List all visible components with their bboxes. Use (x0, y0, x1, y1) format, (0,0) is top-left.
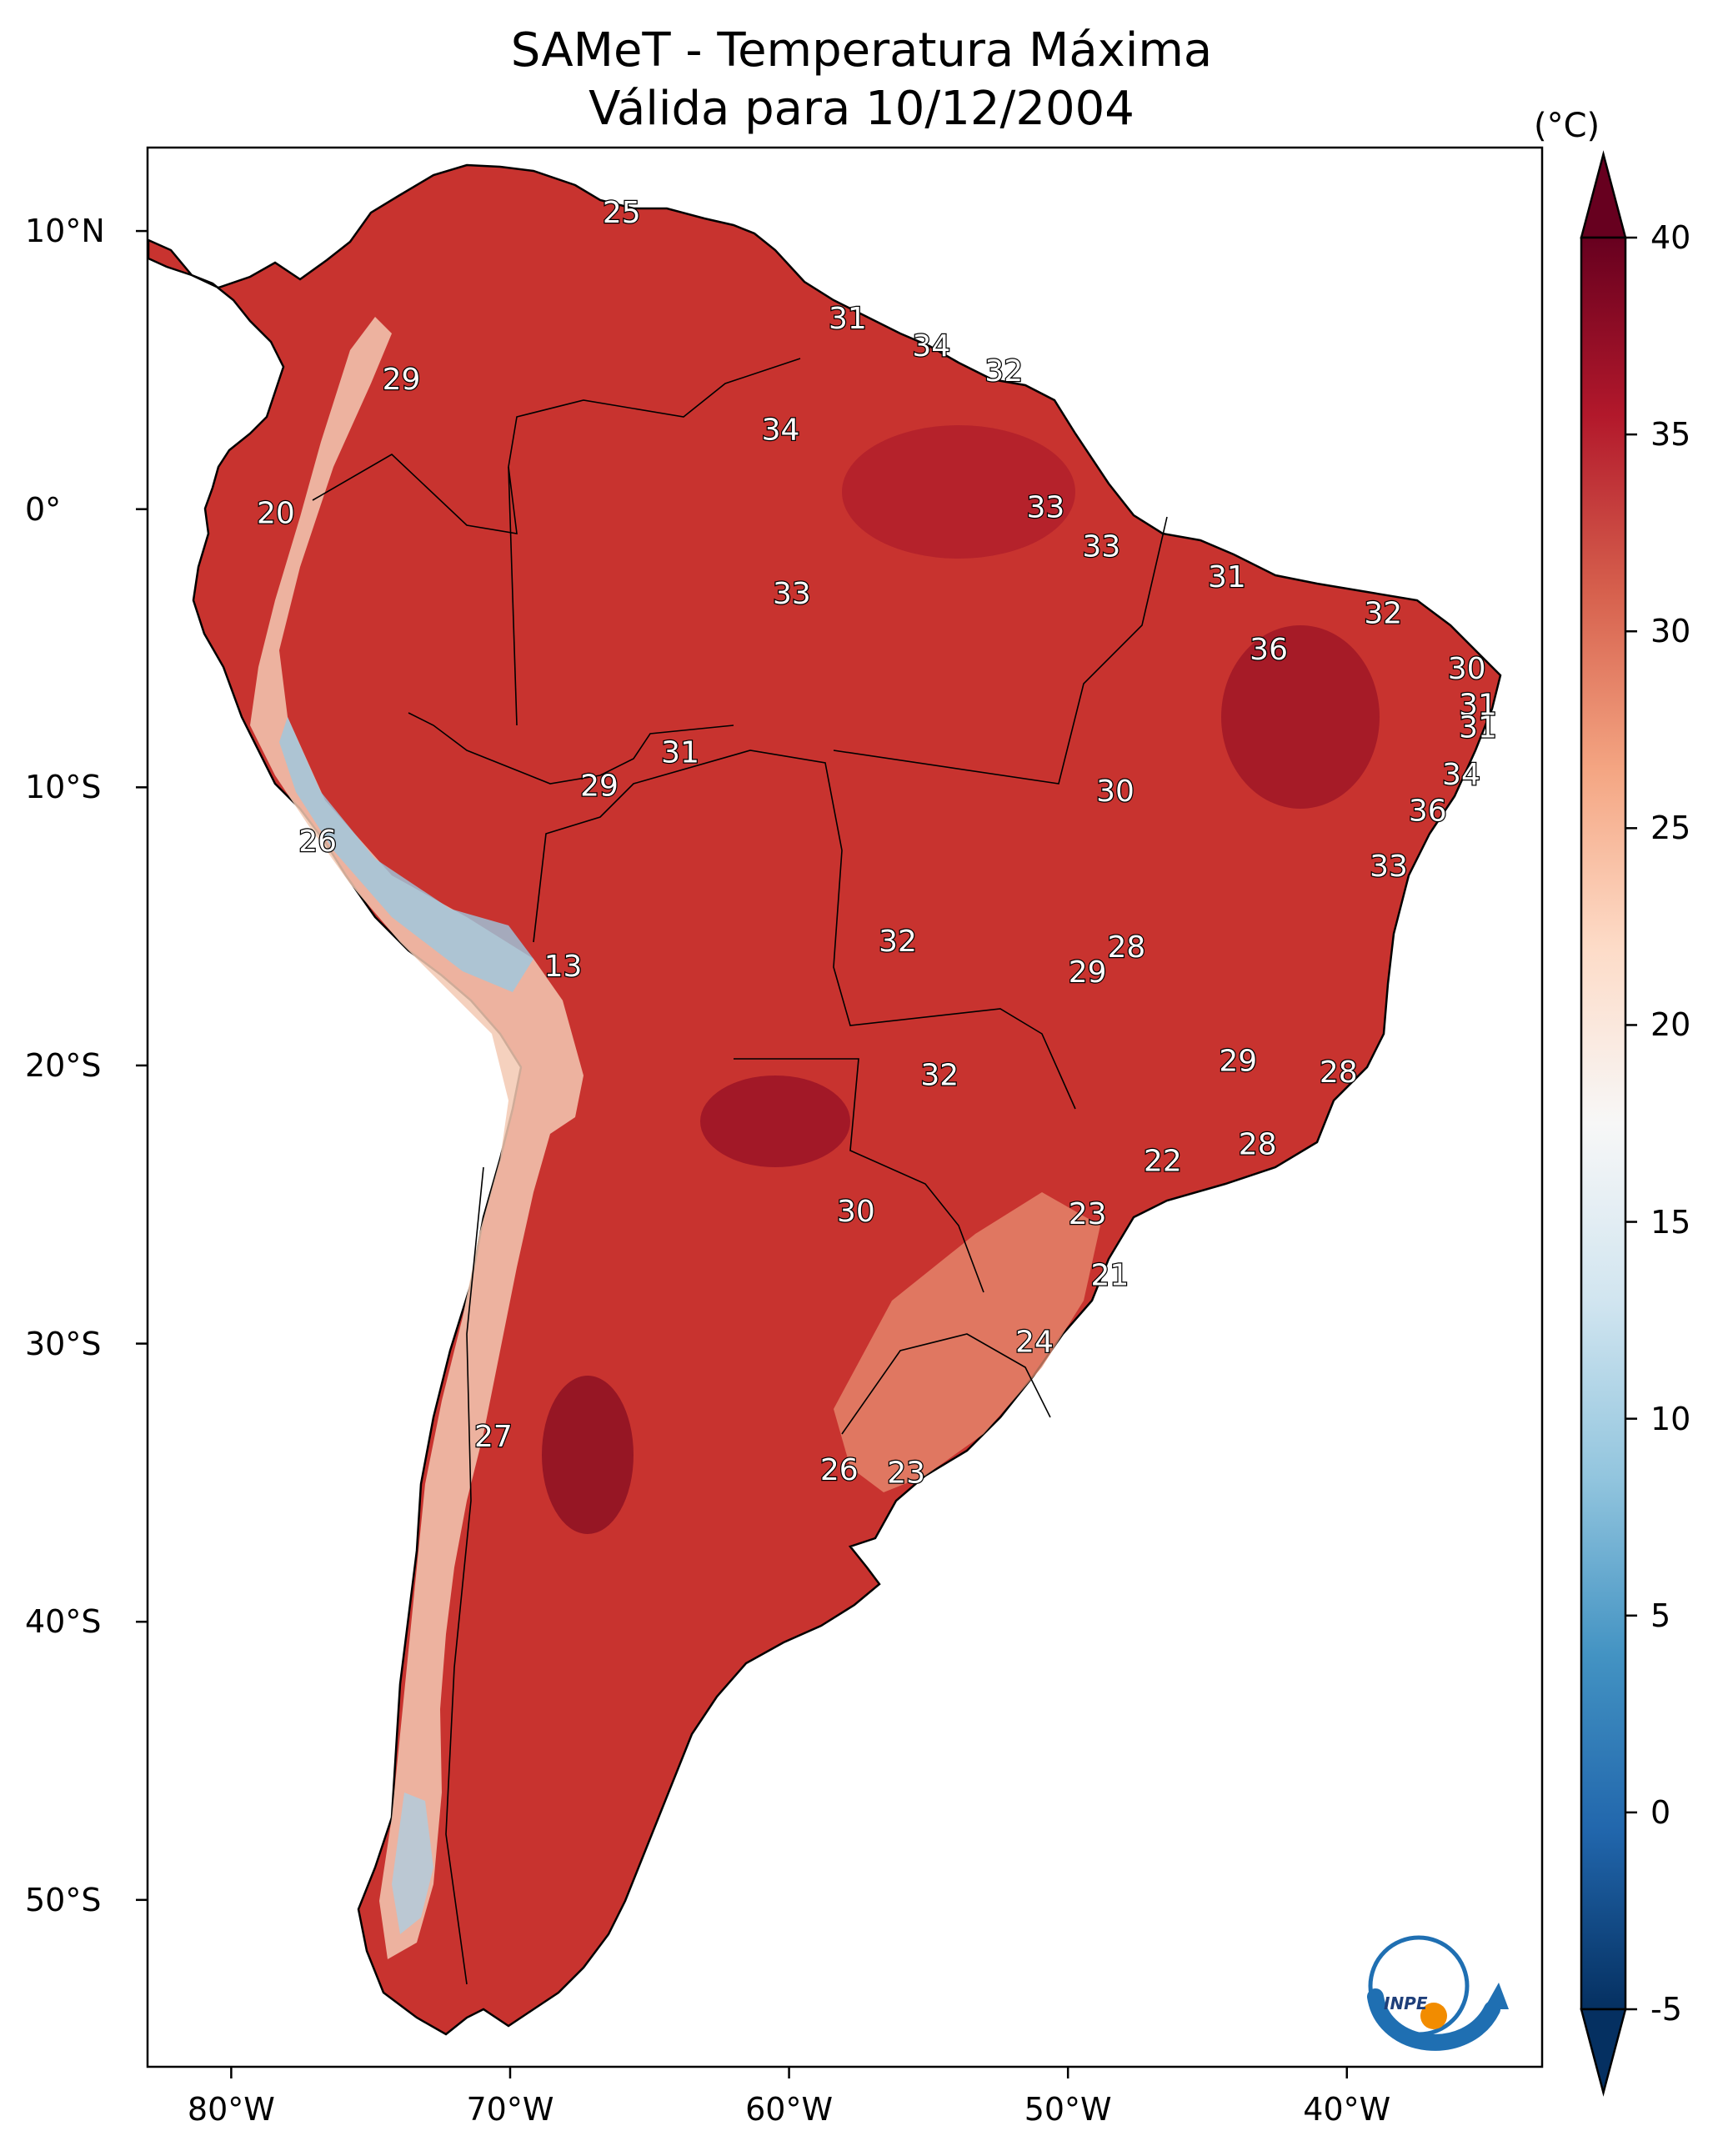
colorbar-tick-label: 10 (1650, 1401, 1690, 1437)
station-temperature-label: 28 (1320, 1055, 1358, 1090)
x-tick-label: 60°W (745, 2091, 833, 2128)
station-temperature-label: 34 (762, 413, 800, 447)
station-temperature-label: 23 (887, 1456, 925, 1490)
colorbar-body (1581, 238, 1625, 2009)
colorbar-ticks (1625, 238, 1637, 2009)
x-axis-ticks (231, 2067, 1346, 2078)
colorbar-tick-label: 5 (1650, 1597, 1670, 1634)
y-tick-label: 0° (25, 491, 61, 528)
station-temperature-label: 27 (474, 1420, 513, 1454)
y-tick-label: 10°N (25, 213, 105, 249)
x-tick-label: 80°W (188, 2091, 275, 2128)
x-tick-label: 40°W (1303, 2091, 1390, 2128)
colorbar (1581, 154, 1637, 2093)
y-tick-label: 40°S (25, 1603, 101, 1640)
station-temperature-label: 32 (984, 354, 1023, 389)
y-axis-ticks (136, 231, 148, 1900)
colorbar-tick-label: -5 (1650, 1991, 1682, 2028)
station-temperature-label: 25 (603, 196, 641, 230)
station-temperature-label: 31 (1208, 560, 1246, 594)
colorbar-upper-extension (1581, 154, 1625, 238)
station-temperature-label: 31 (661, 735, 699, 770)
colorbar-tick-label: 25 (1650, 810, 1690, 846)
chaco-hot-core (700, 1075, 850, 1167)
y-tick-label: 50°S (25, 1882, 101, 1918)
station-temperature-label: 20 (257, 496, 295, 530)
colorbar-lower-extension (1581, 2009, 1625, 2093)
station-temperature-label: 29 (383, 363, 421, 397)
colorbar-tick-label: 30 (1650, 613, 1690, 649)
x-tick-label: 50°W (1024, 2091, 1112, 2128)
station-temperature-label: 31 (1459, 710, 1497, 745)
station-temperature-label: 13 (544, 950, 583, 984)
station-temperature-label: 28 (1108, 930, 1146, 965)
argentina-hot-core (542, 1376, 634, 1534)
station-temperature-label: 32 (920, 1058, 959, 1092)
colorbar-unit: (°C) (1534, 107, 1600, 145)
station-temperature-label: 33 (1370, 850, 1408, 884)
station-temperature-label: 26 (298, 825, 337, 859)
x-tick-label: 70°W (467, 2091, 554, 2128)
station-temperature-label: 36 (1250, 633, 1288, 667)
station-temperature-label: 33 (773, 577, 811, 611)
station-temperature-label: 31 (829, 302, 867, 336)
station-temperature-label: 30 (1096, 775, 1134, 809)
station-temperature-label: 28 (1239, 1128, 1277, 1162)
station-temperature-label: 21 (1090, 1259, 1129, 1293)
colorbar-tick-label: 15 (1650, 1204, 1690, 1241)
station-temperature-label: 23 (1069, 1197, 1107, 1231)
station-temperature-label: 33 (1027, 491, 1065, 525)
station-temperature-label: 26 (820, 1453, 859, 1487)
colorbar-tick-label: 0 (1650, 1794, 1670, 1831)
station-temperature-label: 34 (1442, 758, 1480, 792)
y-tick-label: 10°S (25, 769, 101, 805)
inpe-logo-text: INPE (1384, 1993, 1428, 2013)
station-temperature-label: 30 (837, 1195, 875, 1229)
station-temperature-label: 29 (580, 769, 619, 803)
station-temperature-label: 34 (912, 329, 950, 364)
y-tick-label: 20°S (25, 1047, 101, 1084)
nordeste-hot-core (1221, 625, 1380, 809)
colorbar-tick-label: 40 (1650, 219, 1690, 256)
station-temperature-label: 24 (1015, 1326, 1054, 1360)
station-temperature-label: 33 (1082, 529, 1120, 564)
station-temperature-label: 22 (1144, 1145, 1182, 1179)
station-temperature-label: 30 (1448, 652, 1486, 686)
station-temperature-label: 29 (1219, 1045, 1257, 1079)
y-tick-label: 30°S (25, 1326, 101, 1362)
station-temperature-label: 36 (1409, 794, 1447, 828)
station-temperature-label: 32 (1364, 596, 1402, 630)
station-temperature-label: 32 (879, 925, 917, 959)
colorbar-tick-label: 20 (1650, 1006, 1690, 1043)
station-temperature-label: 29 (1069, 955, 1107, 990)
colorbar-tick-label: 35 (1650, 416, 1690, 453)
